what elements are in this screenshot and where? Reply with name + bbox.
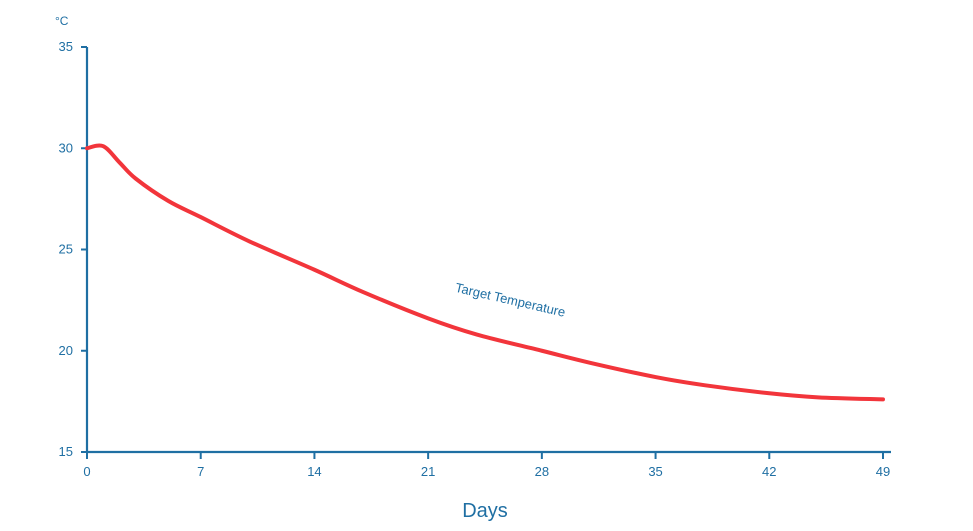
series-layer [85,143,885,402]
axes [85,47,891,454]
y-axis-unit-label: °C [55,14,69,28]
x-tick-label: 42 [762,464,776,479]
x-tick-label: 0 [83,464,90,479]
x-tick-label: 14 [307,464,321,479]
y-axis-ticks: 15 20 25 30 35 [59,39,87,459]
y-tick-label: 35 [59,39,73,54]
y-tick-label: 20 [59,343,73,358]
x-tick-label: 28 [535,464,549,479]
series-annotation-label: Target Temperature [454,280,567,320]
y-tick-label: 25 [59,242,73,257]
x-axis-ticks: 0 7 14 21 28 35 42 49 [83,452,890,479]
x-tick-label: 7 [197,464,204,479]
series-line-target-temperature [85,143,885,402]
y-tick-label: 30 [59,140,73,155]
x-tick-label: 49 [876,464,890,479]
x-axis-title: Days [462,500,508,522]
y-tick-label: 15 [59,444,73,459]
x-tick-label: 35 [648,464,662,479]
x-tick-label: 21 [421,464,435,479]
annotation-layer: Target Temperature [454,280,567,320]
